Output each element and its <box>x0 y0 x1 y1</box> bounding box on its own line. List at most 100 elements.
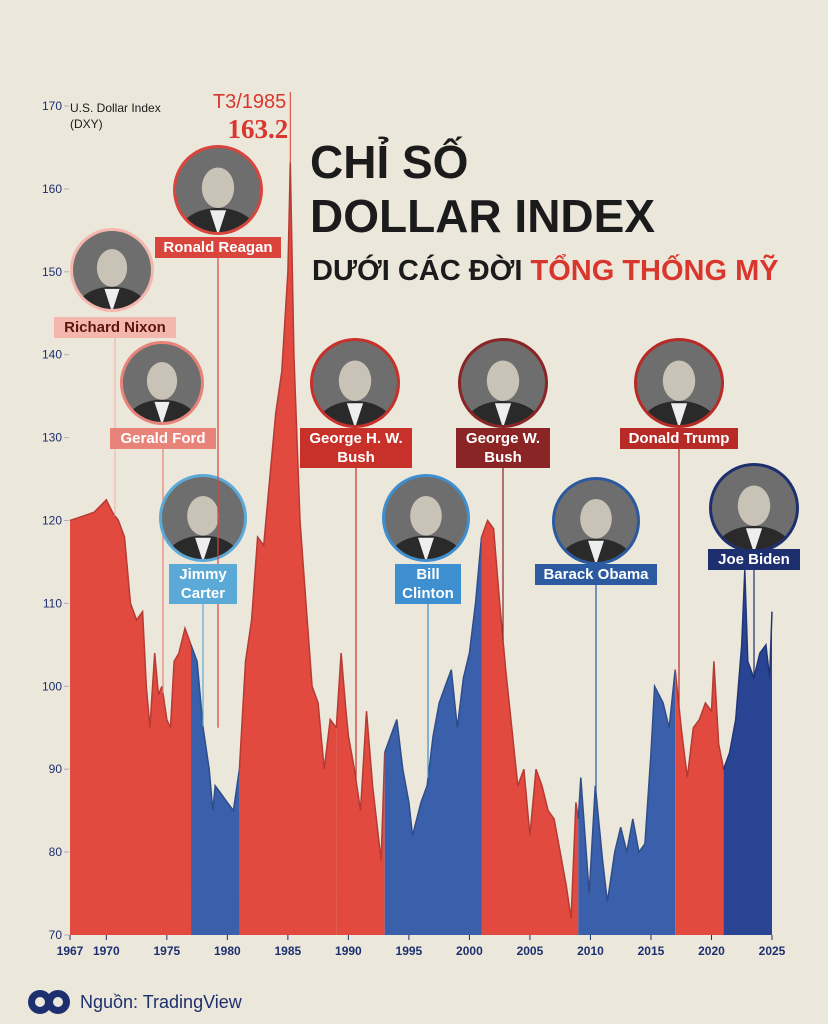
line <box>480 518 580 919</box>
portrait <box>176 148 260 232</box>
portrait-body <box>464 401 542 425</box>
source: Nguồn: TradingView <box>80 992 243 1012</box>
x-tick-label: 1970 <box>93 944 120 958</box>
area <box>675 661 724 935</box>
president-label: Gerald Ford <box>110 428 216 449</box>
area <box>336 653 385 935</box>
portrait-head <box>201 167 235 208</box>
line <box>69 498 163 728</box>
y-tick-label: 110 <box>43 596 62 610</box>
president-label: Ronald Reagan <box>155 237 281 258</box>
portrait-shirt <box>670 403 688 425</box>
y-axis-label: (DXY) <box>70 117 103 131</box>
line <box>161 625 192 729</box>
portrait-shirt <box>209 210 227 232</box>
portrait-body <box>558 538 634 562</box>
x-tick-label: 2005 <box>517 944 544 958</box>
portrait-head <box>146 362 178 400</box>
portrait <box>712 466 796 550</box>
y-tick-label: 90 <box>49 762 63 776</box>
portrait-shirt <box>154 401 170 422</box>
president-label: Donald Trump <box>620 428 738 449</box>
x-tick-label: 1985 <box>275 944 302 958</box>
area <box>161 628 192 935</box>
line <box>383 537 483 836</box>
y-tick-label: 150 <box>42 265 62 279</box>
portrait-head <box>662 360 696 401</box>
title: DƯỚI CÁC ĐỜI TỔNG THỐNG MỸ <box>312 253 779 287</box>
x-tick-label: 2025 <box>759 944 786 958</box>
y-tick-label: 160 <box>42 182 62 196</box>
x-tick-label: 1990 <box>335 944 362 958</box>
y-tick-label: 120 <box>42 514 62 528</box>
x-tick-label: 1980 <box>214 944 241 958</box>
portrait-body <box>640 401 718 425</box>
portrait-body <box>76 286 148 309</box>
portrait-head <box>737 485 771 526</box>
y-axis-label: U.S. Dollar Index <box>70 101 161 115</box>
portrait-head <box>338 360 372 401</box>
areas <box>69 162 773 935</box>
president-label: George W. Bush <box>456 428 550 468</box>
title-accent: TỔNG THỐNG MỸ <box>530 253 778 287</box>
title: DƯỚI CÁC ĐỜI <box>312 253 522 287</box>
portrait-body <box>126 399 198 422</box>
line <box>190 644 241 813</box>
president-label: Joe Biden <box>708 549 800 570</box>
portrait-head <box>486 360 520 401</box>
y-tick-label: 130 <box>42 431 62 445</box>
x-tick-label: 1967 <box>57 944 84 958</box>
president-label: Richard Nixon <box>54 317 176 338</box>
line <box>722 570 773 770</box>
portrait-head <box>580 499 612 539</box>
portrait-body <box>715 526 793 550</box>
portrait-body <box>316 401 394 425</box>
source-logo <box>28 990 70 1014</box>
president-label: Barack Obama <box>535 564 657 585</box>
y-tick-label: 140 <box>42 348 62 362</box>
portrait-shirt <box>745 528 763 550</box>
president-label: Jimmy Carter <box>169 564 237 604</box>
portrait <box>555 480 637 562</box>
y-tick-label: 80 <box>49 845 63 859</box>
x-tick-label: 2020 <box>698 944 725 958</box>
annotation-label: T3/1985 <box>213 91 286 113</box>
portrait-body <box>165 535 241 559</box>
title: CHỈ SỐ <box>310 136 468 188</box>
portrait-shirt <box>346 403 364 425</box>
x-tick-label: 1975 <box>153 944 180 958</box>
portrait-body <box>179 208 257 232</box>
area <box>239 162 337 935</box>
portrait-shirt <box>588 540 604 562</box>
portrait-shirt <box>418 537 434 559</box>
portrait <box>162 477 244 559</box>
y-tick-label: 100 <box>42 679 62 693</box>
portrait <box>461 341 545 425</box>
area <box>70 499 162 935</box>
line <box>238 162 337 770</box>
president-label: Bill Clinton <box>395 564 461 604</box>
portrait-body <box>388 535 464 559</box>
portrait <box>73 231 151 309</box>
portrait-shirt <box>195 537 211 559</box>
area <box>481 520 579 935</box>
portrait-shirt <box>494 403 512 425</box>
line <box>577 669 676 902</box>
portrait-shirt <box>104 288 120 309</box>
x-tick-label: 2015 <box>638 944 665 958</box>
portrait <box>385 477 467 559</box>
area <box>578 669 676 935</box>
portrait <box>313 341 397 425</box>
area <box>723 570 772 935</box>
y-tick-label: 170 <box>42 99 62 113</box>
x-tick-label: 1995 <box>396 944 423 958</box>
line <box>335 653 386 861</box>
y-tick-label: 70 <box>49 928 63 942</box>
portrait-head <box>187 496 219 536</box>
annotation-value: 163.2 <box>228 114 289 144</box>
title: DOLLAR INDEX <box>310 190 655 242</box>
line <box>674 661 725 778</box>
portrait <box>123 344 201 422</box>
